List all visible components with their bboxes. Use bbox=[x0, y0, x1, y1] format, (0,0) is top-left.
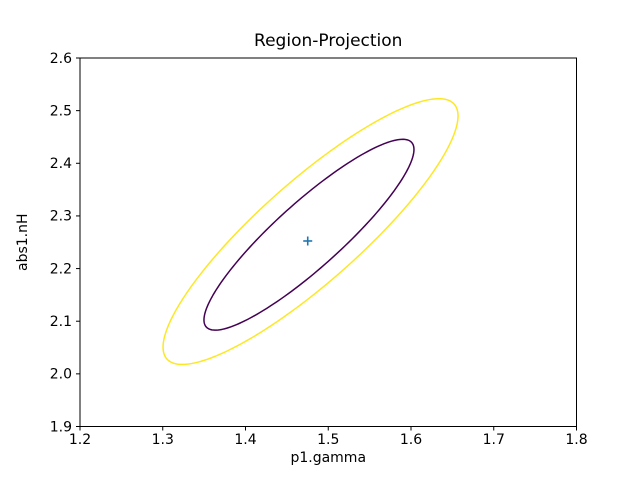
x-tick-label: 1.2 bbox=[69, 432, 91, 448]
x-tick-label: 1.5 bbox=[317, 432, 339, 448]
confidence-contours bbox=[162, 97, 459, 366]
outer-contour bbox=[162, 97, 459, 366]
y-tick-label: 2.4 bbox=[50, 156, 72, 172]
x-tick-label: 1.4 bbox=[234, 432, 256, 448]
y-tick-label: 2.1 bbox=[50, 314, 72, 330]
x-tick-label: 1.8 bbox=[565, 432, 587, 448]
x-tick-label: 1.6 bbox=[400, 432, 422, 448]
x-tick-label: 1.7 bbox=[483, 432, 505, 448]
y-tick-label: 1.9 bbox=[50, 419, 72, 435]
y-axis-label: abs1.nH bbox=[15, 213, 31, 271]
plot-border bbox=[79, 57, 577, 427]
chart-title: Region-Projection bbox=[254, 31, 402, 51]
best-fit-marker bbox=[303, 236, 313, 246]
inner-contour bbox=[203, 138, 415, 331]
x-axis-ticks: 1.2 1.3 1.4 1.5 1.6 1.7 1.8 bbox=[69, 426, 588, 448]
y-tick-label: 2.5 bbox=[50, 103, 72, 119]
x-axis-label: p1.gamma bbox=[290, 450, 366, 466]
x-tick-label: 1.3 bbox=[152, 432, 174, 448]
y-tick-label: 2.6 bbox=[50, 51, 72, 67]
y-tick-label: 2.0 bbox=[50, 367, 72, 383]
y-tick-label: 2.3 bbox=[50, 209, 72, 225]
y-axis-ticks: 1.9 2.0 2.1 2.2 2.3 2.4 2.5 2.6 bbox=[50, 51, 80, 435]
y-tick-label: 2.2 bbox=[50, 261, 72, 277]
